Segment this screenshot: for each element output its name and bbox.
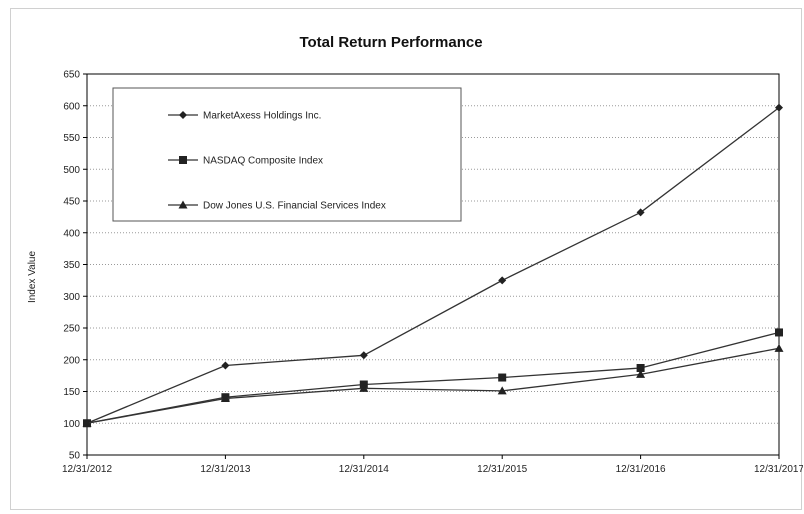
- series-3: [82, 343, 784, 427]
- y-axis-label: Index Value: [27, 251, 38, 304]
- y-tick-label: 650: [63, 70, 80, 81]
- y-tick-label: 300: [63, 292, 80, 303]
- series-line: [86, 347, 780, 424]
- axes: 50 100 150 200 250 300 350 400 450 500 550 600 650 12…: [62, 70, 803, 476]
- data-point: [359, 383, 369, 392]
- y-tick-label: 400: [63, 228, 80, 239]
- legend: MarketAxess Holdings Inc. NASDAQ Composit…: [112, 87, 462, 222]
- legend-entry: NASDAQ Composite Index: [168, 156, 323, 167]
- data-point: [636, 364, 645, 373]
- data-point: [498, 276, 507, 285]
- legend-label: NASDAQ Composite Index: [203, 156, 323, 167]
- legend-box: [112, 87, 462, 222]
- data-point: [82, 418, 92, 427]
- data-point: [220, 393, 230, 402]
- data-point: [775, 328, 783, 337]
- y-tick-label: 450: [63, 197, 80, 208]
- x-tick-label: 12/31/2016: [616, 464, 666, 475]
- data-point: [636, 208, 645, 217]
- y-tick-label: 150: [63, 387, 80, 398]
- series-line: [86, 331, 780, 424]
- legend-marker: [178, 200, 188, 209]
- x-tick-label: 12/31/2015: [477, 464, 527, 475]
- data-point: [498, 373, 507, 382]
- x-tick-label: 12/31/2012: [62, 464, 112, 475]
- legend-label: Dow Jones U.S. Financial Services Index: [203, 201, 386, 212]
- data-point: [774, 343, 784, 352]
- y-tick-label: 600: [63, 101, 80, 112]
- legend-marker: [179, 111, 187, 119]
- series-layer: [82, 103, 784, 428]
- y-tick-label: 550: [63, 133, 80, 144]
- data-point: [359, 351, 368, 360]
- legend-entry: Dow Jones U.S. Financial Services Index: [168, 200, 386, 212]
- legend-label: MarketAxess Holdings Inc.: [203, 111, 321, 122]
- series-2: [83, 328, 783, 428]
- y-tick-label: 350: [63, 260, 80, 271]
- chart-frame: Total Return Performance Index Value 50 1…: [10, 8, 803, 510]
- legend-entry: MarketAxess Holdings Inc.: [168, 111, 321, 122]
- data-point: [221, 361, 230, 370]
- plot-border: [86, 73, 780, 456]
- y-tick-label: 250: [63, 324, 80, 335]
- y-tick-label: 100: [63, 419, 80, 430]
- line-chart: Total Return Performance Index Value 50 1…: [27, 34, 803, 476]
- chart-title: Total Return Performance: [299, 34, 482, 51]
- series-line: [86, 107, 780, 424]
- y-tick-label: 500: [63, 165, 80, 176]
- y-tick-label: 200: [63, 355, 80, 366]
- x-tick-label: 12/31/2013: [200, 464, 250, 475]
- y-tick-label: 50: [69, 451, 81, 462]
- data-point: [636, 369, 646, 378]
- x-tick-label: 12/31/2014: [339, 464, 389, 475]
- data-point: [775, 103, 783, 112]
- data-point: [497, 386, 507, 395]
- legend-marker: [179, 156, 187, 164]
- x-tick-label: 12/31/2017: [754, 464, 803, 475]
